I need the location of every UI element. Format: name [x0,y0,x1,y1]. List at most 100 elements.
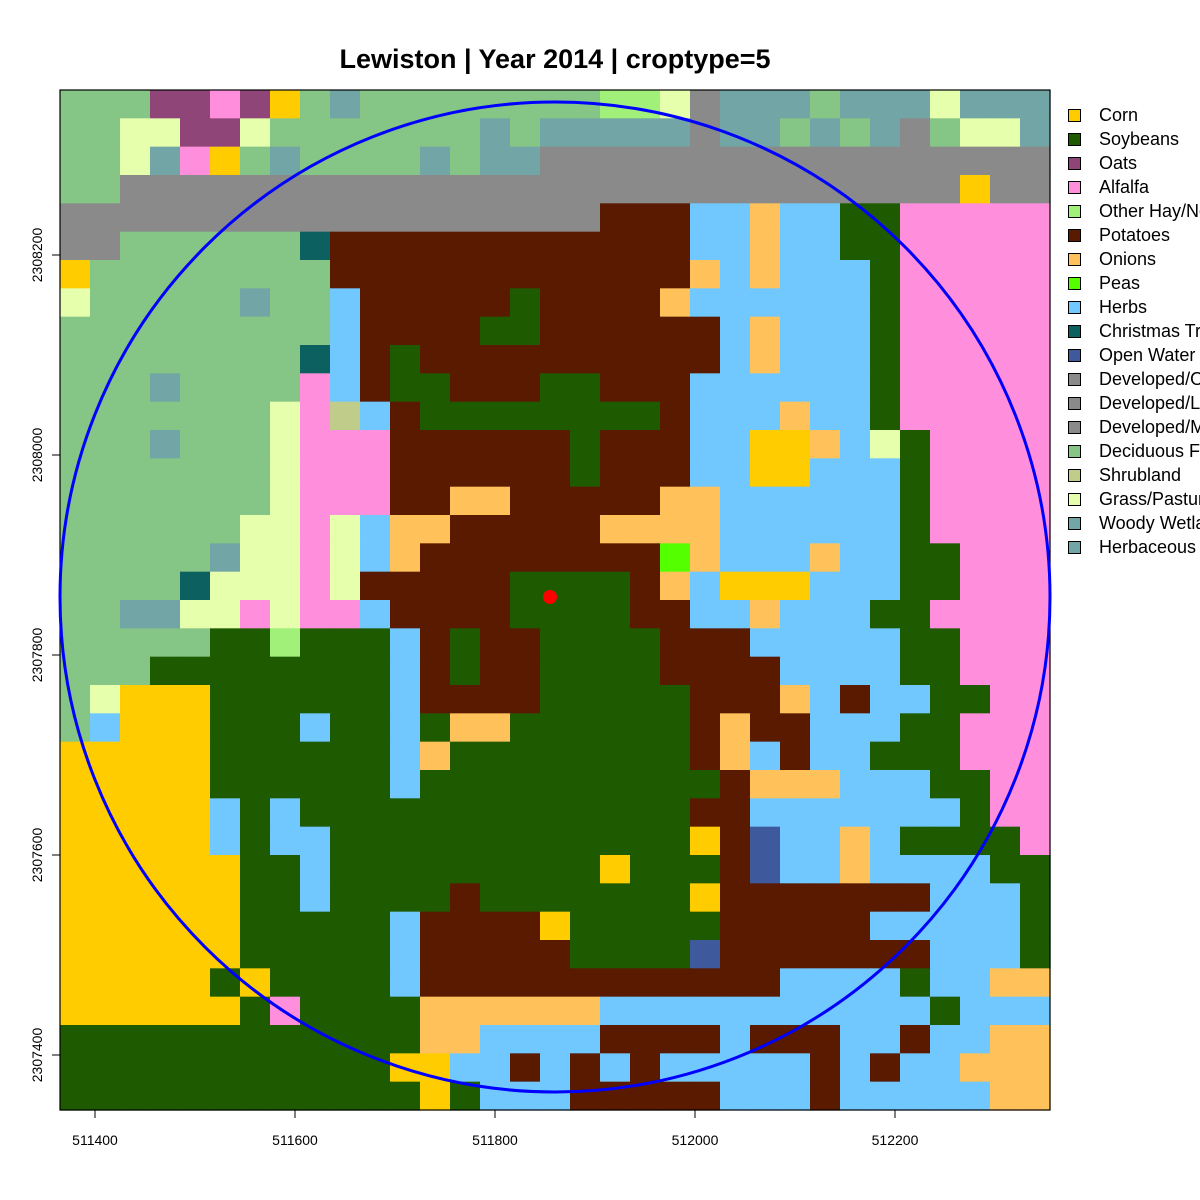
raster-cell [990,996,1021,1026]
raster-cell [720,656,751,686]
raster-cell [960,203,991,233]
raster-cell [690,486,721,516]
raster-cell [450,883,481,913]
raster-cell [1020,231,1051,261]
raster-cell [540,203,571,233]
raster-cell [60,571,91,601]
raster-cell [120,656,151,686]
raster-cell [450,1053,481,1083]
raster-cell [960,1053,991,1083]
raster-cell [540,458,571,488]
raster-cell [330,911,361,941]
raster-cell [390,401,421,431]
raster-cell [960,996,991,1026]
raster-cell [840,345,871,374]
raster-cell [870,260,901,289]
raster-cell [660,260,691,289]
raster-cell [660,685,691,714]
raster-cell [1020,203,1051,233]
raster-cell [690,288,721,318]
raster-cell [990,826,1021,856]
raster-cell [600,1025,631,1054]
legend-swatch [1068,180,1081,194]
raster-cell [180,118,211,148]
raster-cell [480,571,511,601]
raster-cell [390,855,421,884]
raster-cell [1020,345,1051,374]
raster-cell [840,1053,871,1083]
raster-cell [300,571,331,601]
raster-cell [600,175,631,204]
raster-cell [990,1081,1021,1111]
raster-cell [180,741,211,771]
raster-cell [810,515,841,544]
raster-cell [780,345,811,374]
raster-cell [240,90,271,119]
raster-cell [720,940,751,969]
raster-cell [750,1053,781,1083]
raster-cell [750,685,781,714]
raster-cell [420,685,451,714]
raster-cell [900,146,931,176]
raster-cell [390,741,421,771]
raster-cell [660,430,691,459]
raster-cell [240,288,271,318]
y-tick-label: 2307800 [29,628,45,683]
raster-cell [570,855,601,884]
raster-cell [390,628,421,658]
raster-cell [570,543,601,573]
raster-cell [540,826,571,856]
raster-cell [510,430,541,459]
raster-cell [720,996,751,1026]
raster-cell [780,600,811,629]
raster-cell [570,288,601,318]
raster-cell [360,203,391,233]
raster-cell [270,288,301,318]
raster-cell [810,146,841,176]
raster-cell [480,741,511,771]
raster-cell [360,458,391,488]
raster-cell [240,146,271,176]
raster-cell [930,628,961,658]
legend-item: Corn [1068,103,1200,127]
raster-cell [1020,798,1051,828]
raster-cell [420,260,451,289]
raster-cell [330,458,361,488]
raster-cell [540,260,571,289]
raster-cell [960,118,991,148]
raster-cell [1020,175,1051,204]
raster-cell [330,146,361,176]
raster-cell [870,628,901,658]
raster-cell [810,90,841,119]
raster-cell [870,798,901,828]
raster-cell [300,883,331,913]
raster-cell [510,826,541,856]
raster-cell [600,373,631,403]
raster-cell [270,486,301,516]
raster-cell [390,571,421,601]
raster-cell [960,345,991,374]
raster-cell [450,203,481,233]
raster-cell [90,231,121,261]
raster-cell [60,203,91,233]
raster-cell [810,430,841,459]
legend-swatch [1068,492,1081,506]
raster-cell [150,770,181,799]
raster-cell [480,430,511,459]
raster-cell [750,260,781,289]
raster-cell [630,855,661,884]
raster-cell [750,316,781,346]
raster-cell [540,90,571,119]
raster-cell [60,1025,91,1054]
raster-cell [510,996,541,1026]
raster-cell [210,713,241,743]
raster-cell [390,713,421,743]
raster-cell [330,685,361,714]
raster-cell [990,600,1021,629]
raster-cell [780,118,811,148]
raster-cell [120,628,151,658]
raster-cell [720,628,751,658]
raster-cell [90,90,121,119]
raster-cell [870,770,901,799]
legend-swatch [1068,468,1081,482]
